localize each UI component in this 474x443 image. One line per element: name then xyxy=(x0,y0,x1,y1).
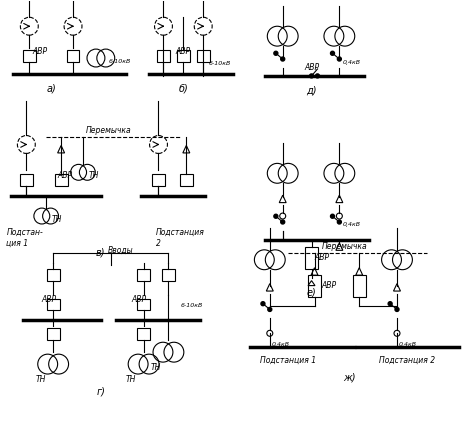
Text: б): б) xyxy=(179,84,188,94)
Text: АВР: АВР xyxy=(315,253,329,262)
Bar xyxy=(47,299,60,311)
Circle shape xyxy=(268,307,272,311)
Text: АВР: АВР xyxy=(32,47,47,55)
Bar xyxy=(305,247,318,269)
Text: АВР: АВР xyxy=(321,281,337,290)
Text: ж): ж) xyxy=(343,372,356,382)
Bar xyxy=(152,174,165,186)
Text: Перемычка: Перемычка xyxy=(321,242,367,251)
Text: г): г) xyxy=(96,387,105,397)
Text: 0,4кВ: 0,4кВ xyxy=(272,342,290,347)
Text: АВР: АВР xyxy=(175,47,191,55)
Circle shape xyxy=(274,214,278,218)
Circle shape xyxy=(316,74,319,78)
Bar xyxy=(177,50,190,62)
Bar xyxy=(47,328,60,340)
Circle shape xyxy=(261,302,265,306)
Text: Подстанция
2: Подстанция 2 xyxy=(155,228,204,248)
Text: Перемычка: Перемычка xyxy=(86,126,132,135)
Bar xyxy=(180,174,193,186)
Text: Подстанция 1: Подстанция 1 xyxy=(260,356,316,365)
Circle shape xyxy=(281,220,285,224)
Text: ТН: ТН xyxy=(89,171,100,180)
Circle shape xyxy=(330,214,335,218)
Text: Подстанция 2: Подстанция 2 xyxy=(379,356,435,365)
Bar xyxy=(66,50,80,62)
Text: е): е) xyxy=(307,288,317,298)
Text: ТН: ТН xyxy=(52,214,63,224)
Bar xyxy=(197,50,210,62)
Text: 0,4кВ: 0,4кВ xyxy=(399,342,417,347)
Text: АВР: АВР xyxy=(305,63,319,73)
Bar xyxy=(55,174,68,186)
Circle shape xyxy=(281,57,285,61)
Bar xyxy=(137,269,150,280)
Bar xyxy=(47,269,60,280)
Text: 6-10кВ: 6-10кВ xyxy=(109,58,131,63)
Circle shape xyxy=(310,74,313,78)
Text: 6-10кВ: 6-10кВ xyxy=(181,303,202,308)
Text: 6-10кВ: 6-10кВ xyxy=(208,62,230,66)
Text: ТН: ТН xyxy=(35,374,46,384)
Circle shape xyxy=(330,51,335,55)
Text: АВР: АВР xyxy=(41,295,56,304)
Text: ТН: ТН xyxy=(151,362,161,372)
Bar xyxy=(20,174,33,186)
Bar xyxy=(353,275,365,296)
Text: ТН: ТН xyxy=(126,374,136,384)
Bar xyxy=(157,50,170,62)
Text: АВР: АВР xyxy=(57,171,72,180)
Bar xyxy=(137,328,150,340)
Text: 0,4кВ: 0,4кВ xyxy=(342,59,360,65)
Circle shape xyxy=(388,302,392,306)
Bar xyxy=(137,299,150,311)
Circle shape xyxy=(337,57,341,61)
Text: АВР: АВР xyxy=(132,295,147,304)
Text: в): в) xyxy=(96,248,106,258)
Bar xyxy=(308,275,321,296)
Text: д): д) xyxy=(306,86,317,96)
Text: Подстан-
ция 1: Подстан- ция 1 xyxy=(7,228,43,248)
Circle shape xyxy=(274,51,278,55)
Text: а): а) xyxy=(46,84,56,94)
Circle shape xyxy=(337,220,341,224)
Bar xyxy=(23,50,36,62)
Circle shape xyxy=(395,307,399,311)
Text: 0,4кВ: 0,4кВ xyxy=(342,222,360,227)
Bar xyxy=(162,269,175,280)
Text: Вводы: Вводы xyxy=(108,246,134,255)
